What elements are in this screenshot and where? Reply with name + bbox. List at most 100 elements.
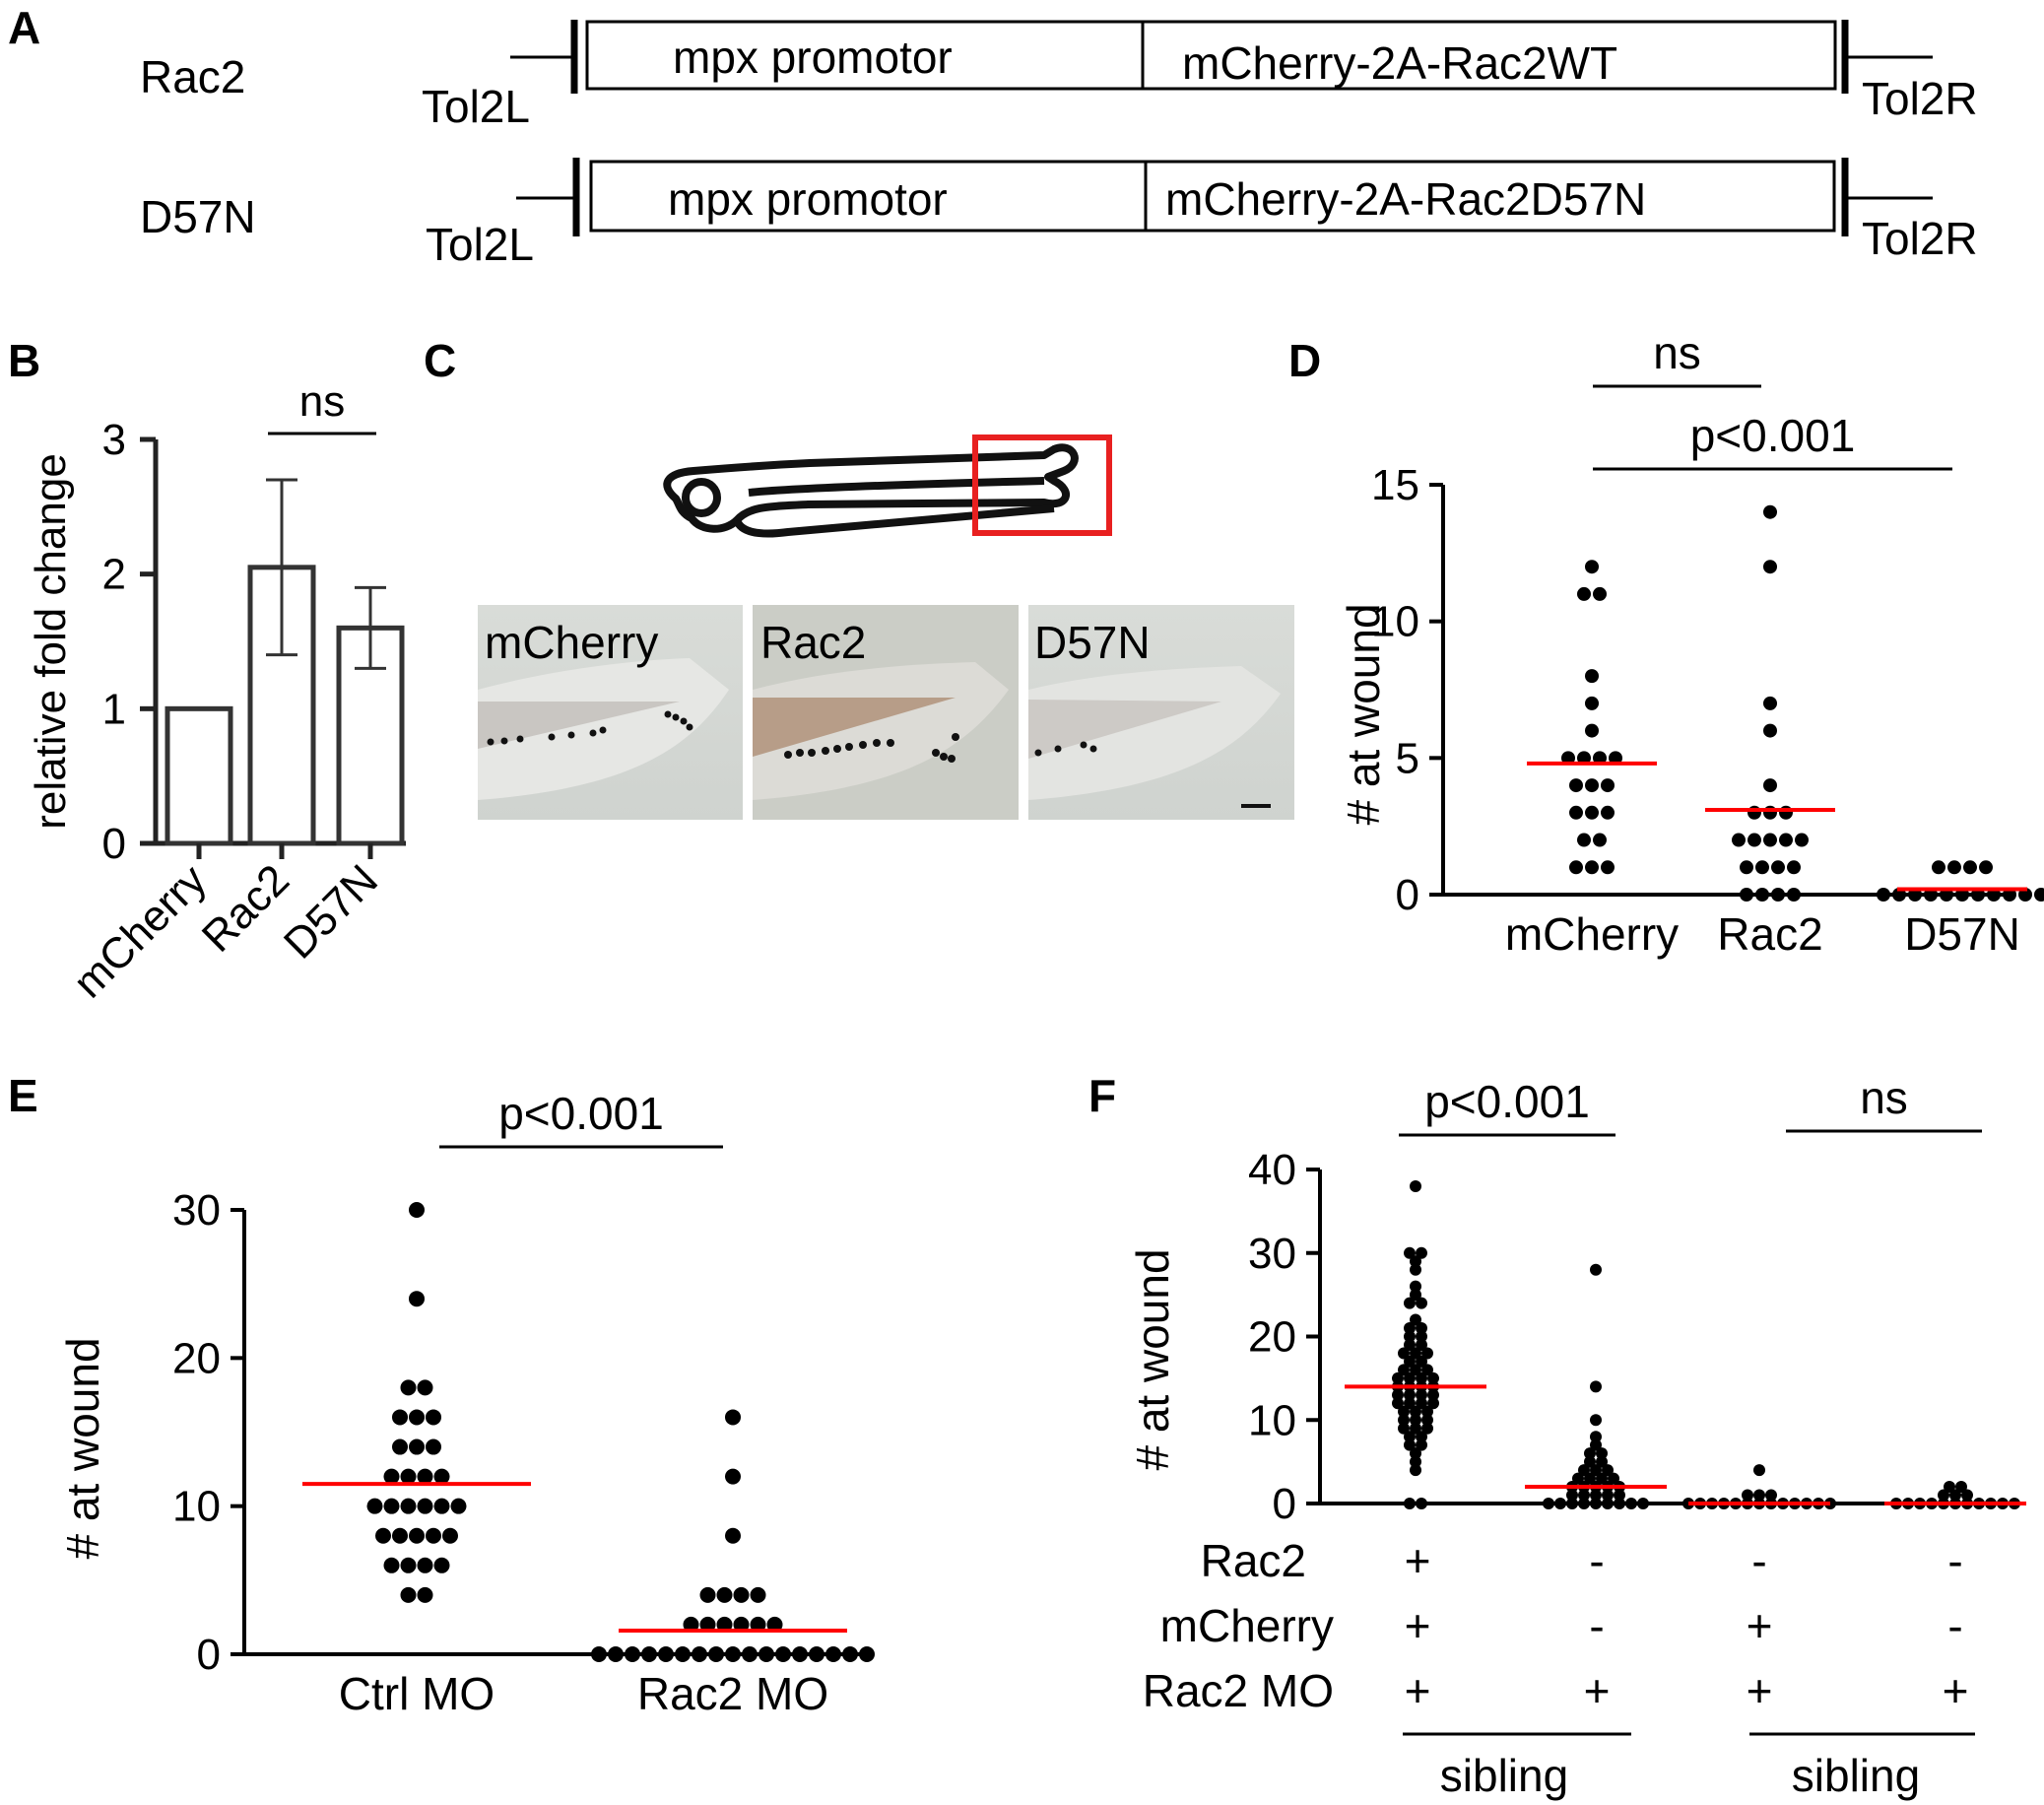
data-point — [766, 1616, 783, 1633]
data-point — [1421, 1405, 1433, 1418]
larva-yolk-line — [733, 504, 1055, 538]
data-point — [1398, 1414, 1410, 1427]
data-point — [1416, 1355, 1427, 1368]
data-point — [1416, 1431, 1427, 1443]
data-point — [1892, 888, 1906, 902]
panel-a-letter: A — [8, 2, 40, 53]
data-point — [400, 1498, 417, 1514]
data-point — [1602, 1498, 1614, 1509]
data-point — [1590, 1380, 1602, 1393]
dot-plot-e: 0 10 20 30 Ctrl MO Rac2 MO p<0.001 # at wound — [57, 1088, 875, 1719]
data-point — [1569, 860, 1583, 875]
row-label-mcherry: mCherry — [1160, 1600, 1334, 1651]
genotype-cell: + — [1747, 1665, 1773, 1716]
data-point — [1566, 1489, 1578, 1502]
data-point — [1404, 1438, 1416, 1451]
y-tick-label: 30 — [1248, 1230, 1296, 1278]
data-point — [675, 1646, 691, 1662]
data-point — [417, 1379, 433, 1396]
data-point — [1427, 1397, 1439, 1410]
data-point — [1590, 1464, 1602, 1477]
data-point — [433, 1557, 450, 1573]
data-point — [1987, 888, 2001, 902]
data-point — [1763, 778, 1777, 793]
y-tick-label: 1 — [102, 685, 126, 733]
tol2l-label: Tol2L — [426, 219, 534, 270]
data-point — [1427, 1388, 1439, 1401]
data-point — [1404, 1330, 1416, 1343]
data-point — [1590, 1498, 1602, 1509]
data-point — [1577, 751, 1591, 766]
panel-c: C mCherry — [424, 335, 1294, 820]
data-point — [1404, 1371, 1416, 1384]
data-point — [1566, 1498, 1578, 1509]
data-point — [825, 1646, 841, 1662]
data-point — [409, 1527, 425, 1544]
construct-rac2: Rac2 mpx promotor mCherry-2A-Rac2WT Tol2… — [140, 20, 1978, 132]
data-point — [1949, 1489, 1961, 1502]
data-point — [1398, 1405, 1410, 1418]
data-point — [1410, 1464, 1421, 1477]
data-point — [1416, 1330, 1427, 1343]
data-point — [2003, 888, 2016, 902]
data-point — [1971, 888, 1985, 902]
microscopy-image-rac2: Rac2 — [753, 605, 1019, 820]
y-tick-label: 2 — [102, 551, 126, 599]
panel-f: F 0 10 20 30 40 p<0.001 ns # at wound Rac2 mChe… — [1088, 1070, 2026, 1801]
x-tick-label: D57N — [275, 855, 387, 968]
data-point — [625, 1646, 640, 1662]
data-point — [1585, 805, 1599, 820]
data-point — [1779, 833, 1793, 847]
data-point — [392, 1438, 408, 1455]
data-point — [716, 1616, 733, 1633]
data-point — [1590, 1263, 1602, 1276]
data-point — [1593, 751, 1607, 766]
data-point — [1877, 888, 1890, 902]
data-point — [400, 1557, 417, 1573]
data-point — [1602, 1464, 1614, 1477]
y-tick-label: 10 — [1371, 598, 1419, 646]
construct-name: Rac2 — [140, 51, 245, 102]
data-point — [725, 1527, 741, 1544]
y-tick-label: 5 — [1396, 734, 1419, 782]
y-tick-label: 0 — [1396, 871, 1419, 919]
data-point — [1938, 1489, 1949, 1502]
data-point — [1572, 1472, 1584, 1485]
data-point — [1410, 1414, 1421, 1427]
significance-label: ns — [299, 377, 345, 426]
tol2r-label: Tol2R — [1862, 73, 1978, 124]
panel-f-letter: F — [1088, 1070, 1116, 1121]
x-category-label: Rac2 — [1717, 908, 1822, 960]
panel-e: E 0 10 20 30 Ctrl MO Rac2 MO p<0.001 # at wound — [8, 1070, 875, 1719]
y-tick-label: 0 — [197, 1631, 221, 1679]
data-point — [1410, 1313, 1421, 1326]
data-point — [1577, 586, 1591, 601]
data-point — [1416, 1498, 1427, 1509]
data-point — [1569, 778, 1583, 793]
y-tick-label: 20 — [1248, 1313, 1296, 1362]
data-point — [750, 1586, 766, 1603]
data-point — [400, 1379, 417, 1396]
data-point — [1392, 1397, 1404, 1410]
data-point — [1601, 860, 1615, 875]
row-label-rac2: Rac2 — [1201, 1535, 1306, 1586]
y-axis-label: # at wound — [1338, 603, 1389, 825]
data-point — [1416, 1246, 1427, 1259]
panel-e-letter: E — [8, 1070, 38, 1121]
data-point — [1940, 888, 1953, 902]
data-point — [1614, 1498, 1625, 1509]
data-point — [1398, 1347, 1410, 1360]
construct-name: D57N — [140, 191, 256, 242]
data-point — [1963, 860, 1977, 875]
data-point — [1392, 1388, 1404, 1401]
data-point — [859, 1646, 875, 1662]
data-point — [1578, 1464, 1590, 1477]
genotype-cell: - — [1589, 1535, 1604, 1586]
data-point — [426, 1527, 441, 1544]
data-point — [409, 1438, 425, 1455]
significance-label: p<0.001 — [1690, 410, 1856, 461]
data-point — [1763, 723, 1777, 738]
data-point — [1908, 888, 1922, 902]
significance-label: p<0.001 — [498, 1088, 664, 1139]
